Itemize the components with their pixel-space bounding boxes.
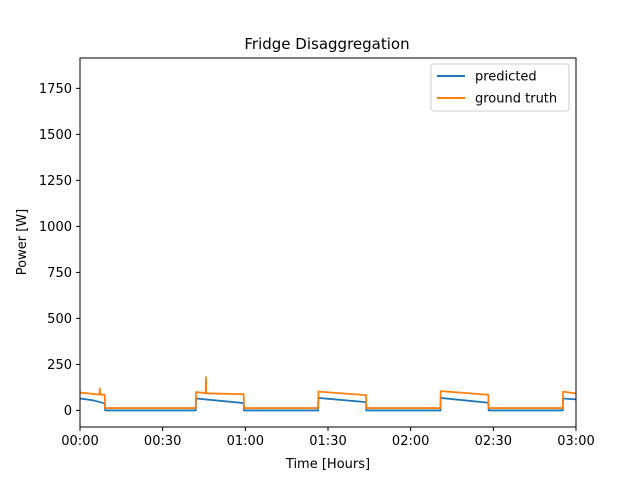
x-tick-label: 03:00 <box>557 434 594 449</box>
y-tick-label: 1250 <box>39 174 72 189</box>
y-tick-label: 250 <box>47 358 72 373</box>
plot-frame <box>79 57 577 428</box>
y-tick-label: 1750 <box>39 82 72 97</box>
x-tick-label: 01:30 <box>309 434 346 449</box>
legend-box <box>430 63 570 112</box>
x-axis: 00:00 00:30 01:00 01:30 02:00 02:30 03:00 <box>61 427 595 449</box>
plot-area <box>79 376 577 412</box>
x-tick-label: 00:30 <box>144 434 181 449</box>
x-tick-label: 00:00 <box>61 434 98 449</box>
y-tick-label: 0 <box>64 404 72 419</box>
x-tick-label: 02:00 <box>392 434 429 449</box>
y-tick-label: 1500 <box>39 128 72 143</box>
legend-label: ground truth <box>475 92 557 107</box>
legend: predicted ground truth <box>430 63 570 112</box>
x-tick-label: 02:30 <box>475 434 512 449</box>
legend-label: predicted <box>475 70 537 85</box>
y-tick-label: 1000 <box>39 220 72 235</box>
series-line-ground-truth <box>79 376 577 409</box>
y-tick-label: 500 <box>47 312 72 327</box>
x-tick-label: 01:00 <box>227 434 264 449</box>
chart-title: Fridge Disaggregation <box>244 35 409 53</box>
y-axis-label: Power [W] <box>15 209 30 275</box>
x-axis-label: Time [Hours] <box>285 457 370 472</box>
y-tick-label: 750 <box>47 266 72 281</box>
y-axis: 0 250 500 750 1000 1250 1500 1750 <box>39 82 80 419</box>
